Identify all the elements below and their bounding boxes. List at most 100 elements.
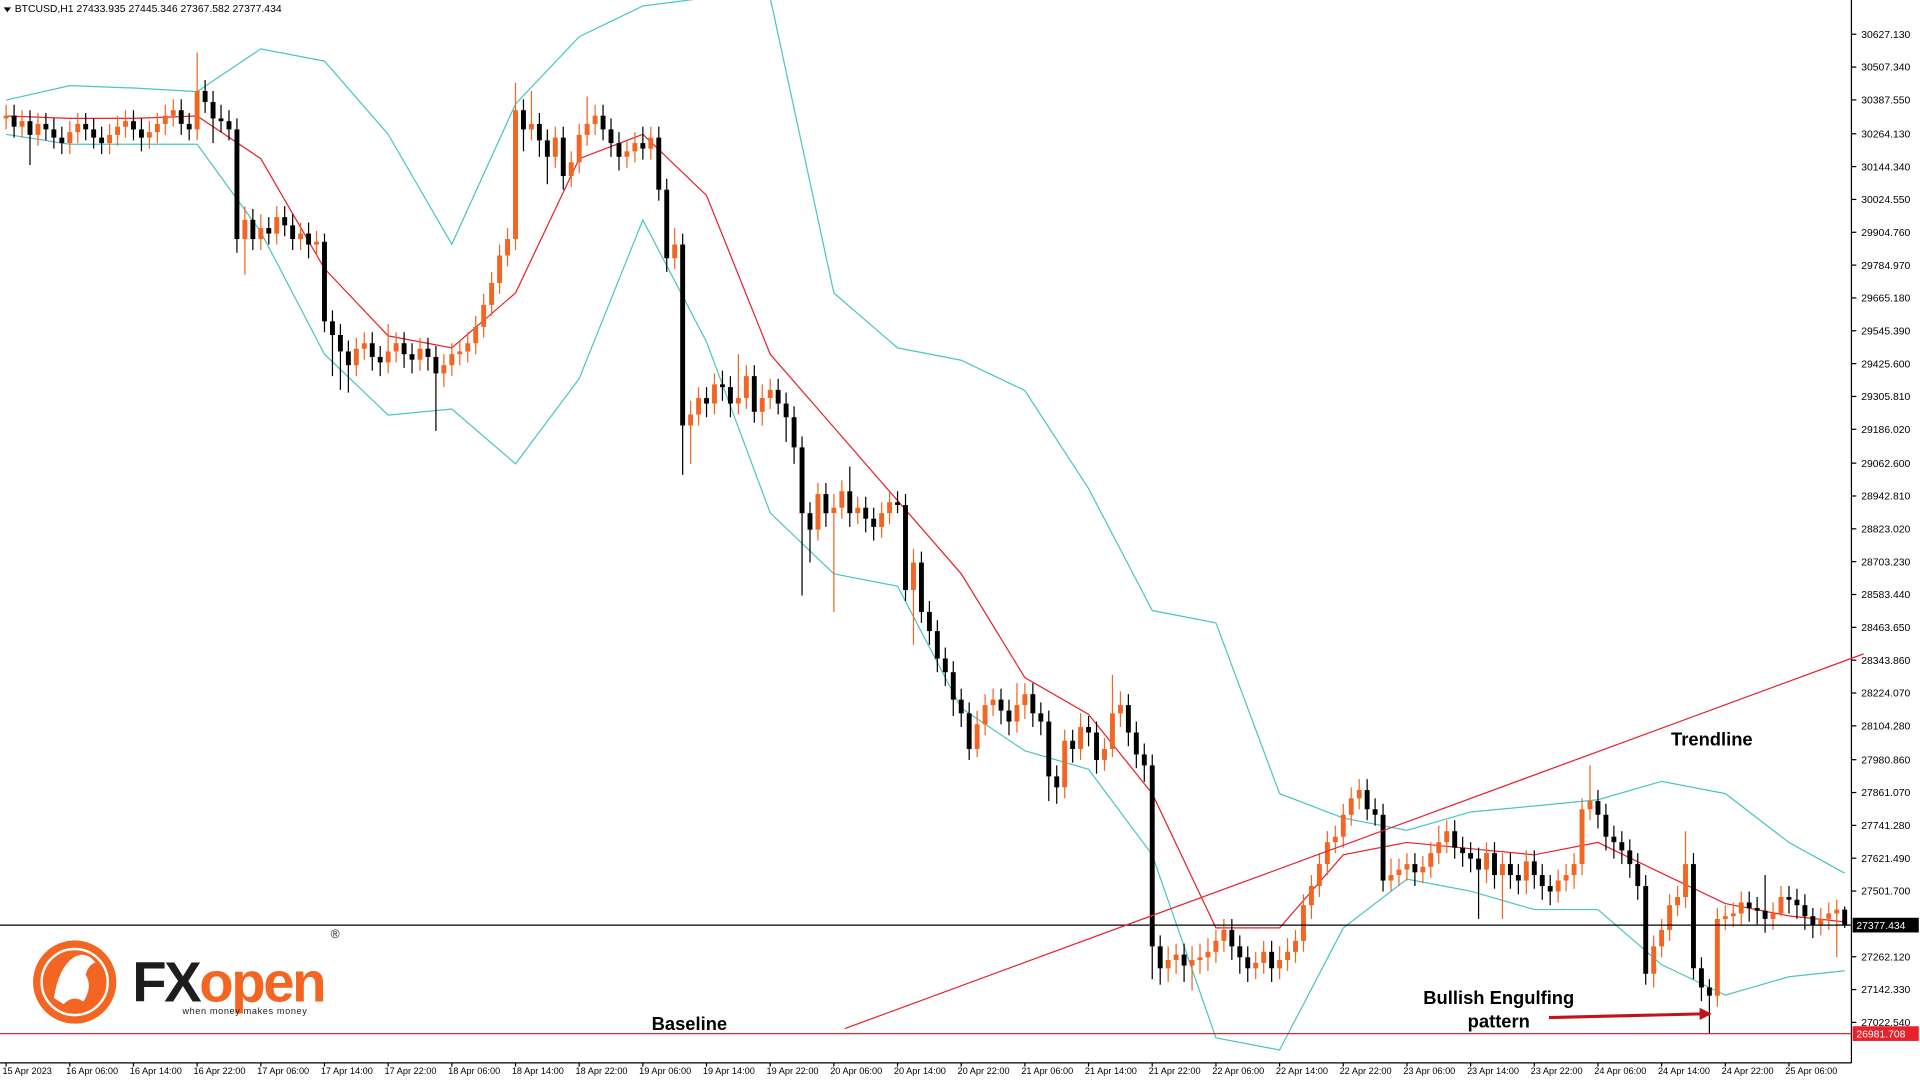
candle-body <box>1786 896 1792 900</box>
x-tick-label: 21 Apr 06:00 <box>1021 1066 1073 1076</box>
candle-body <box>330 321 335 336</box>
y-tick-label: 27621.490 <box>1861 854 1910 865</box>
candle-body <box>823 494 829 514</box>
low-value: 27367.582 <box>181 4 230 15</box>
candle-body <box>266 228 272 234</box>
candle-body <box>1197 957 1203 961</box>
x-tick-label: 22 Apr 22:00 <box>1340 1066 1392 1076</box>
candle-body <box>1102 748 1107 760</box>
candle-body <box>1006 710 1012 722</box>
x-tick-label: 22 Apr 14:00 <box>1276 1066 1328 1076</box>
candle-body <box>322 241 327 322</box>
candle-body <box>306 233 312 245</box>
current-price-box <box>1852 917 1919 933</box>
y-tick-label: 27142.330 <box>1861 985 1910 996</box>
candle-body <box>250 219 256 240</box>
candle-body <box>879 513 885 527</box>
y-tick-label: 27022.540 <box>1861 1018 1910 1029</box>
candle-body <box>1086 727 1092 733</box>
logo-icon-bull <box>53 954 96 1005</box>
candle-body <box>433 356 439 374</box>
candle-body <box>1818 918 1824 925</box>
candle-body <box>1691 864 1696 969</box>
candle-body <box>1770 913 1776 919</box>
candle-body <box>1492 853 1497 876</box>
candle-body <box>536 123 542 141</box>
candle-body <box>1014 705 1020 722</box>
indicator-line <box>6 133 1845 1051</box>
candle-body <box>1157 946 1163 969</box>
candle-body <box>1539 875 1545 887</box>
trendline <box>844 653 1864 1030</box>
candle-body <box>974 724 980 749</box>
candle-body <box>385 351 391 363</box>
candle-body <box>1412 864 1418 873</box>
candle-body <box>990 699 996 706</box>
y-tick-label: 29545.390 <box>1861 326 1910 337</box>
candle-body <box>290 225 296 240</box>
candle-body <box>1714 918 1720 996</box>
candle-body <box>1038 713 1044 722</box>
candle-body <box>680 244 686 426</box>
candle-body <box>600 115 606 130</box>
close-value: 27377.434 <box>233 4 282 15</box>
candle-body <box>298 233 304 240</box>
candle-body <box>855 507 861 514</box>
candle-body <box>871 518 877 527</box>
y-tick-label: 28343.860 <box>1861 656 1910 667</box>
y-tick-label: 27861.070 <box>1861 788 1910 799</box>
candle-body <box>1619 842 1625 851</box>
candle-body <box>1229 929 1235 947</box>
candle-body <box>449 354 455 366</box>
candle-body <box>1762 910 1768 919</box>
candle-body <box>1706 987 1712 996</box>
candle-body <box>210 101 216 119</box>
candle-body <box>1062 740 1068 788</box>
candle-body <box>1500 864 1505 876</box>
candle-body <box>274 217 280 234</box>
y-tick-label: 30507.340 <box>1861 63 1910 74</box>
candle-body <box>1698 968 1704 988</box>
candle-body <box>226 121 232 130</box>
candle-body <box>568 162 574 177</box>
candle-body <box>489 282 495 305</box>
x-tick-label: 21 Apr 14:00 <box>1085 1066 1137 1076</box>
candle-body <box>1555 880 1561 892</box>
candle-body <box>1675 896 1680 906</box>
y-tick-label: 29425.600 <box>1861 359 1910 370</box>
candle-body <box>146 132 152 138</box>
candle-body <box>640 143 646 149</box>
candle-body <box>1404 864 1410 870</box>
candle-body <box>592 115 598 124</box>
candle-body <box>1364 790 1370 810</box>
candle-body <box>35 123 41 135</box>
candle-body <box>473 326 479 344</box>
x-tick-label: 16 Apr 14:00 <box>130 1066 182 1076</box>
y-tick-label: 29665.180 <box>1861 294 1910 305</box>
x-tick-label: 17 Apr 22:00 <box>384 1066 436 1076</box>
candle-body <box>1683 864 1688 897</box>
candle-body <box>162 115 168 124</box>
candle-body <box>1221 929 1227 941</box>
candle-body <box>1213 940 1219 952</box>
candle-body <box>839 491 845 508</box>
candle-body <box>409 354 415 360</box>
candle-body <box>107 134 113 144</box>
candle-body <box>887 502 893 514</box>
symbol: BTCUSD,H1 <box>15 4 74 15</box>
y-tick-label: 28703.230 <box>1861 557 1910 568</box>
open-value: 27433.935 <box>76 4 125 15</box>
candle-body <box>1324 842 1330 865</box>
candle-body <box>1094 732 1099 760</box>
candle-body <box>934 631 940 659</box>
candle-body <box>751 376 757 412</box>
y-tick-label: 29186.020 <box>1861 425 1910 436</box>
candle-body <box>1826 913 1832 919</box>
candle-body <box>688 414 694 426</box>
candle-body <box>1245 957 1251 969</box>
current-price-label: 27377.434 <box>1856 921 1905 932</box>
candle-body <box>1507 864 1513 876</box>
candle-body <box>481 304 487 327</box>
candle-body <box>1149 765 1155 947</box>
candle-body <box>314 241 319 245</box>
